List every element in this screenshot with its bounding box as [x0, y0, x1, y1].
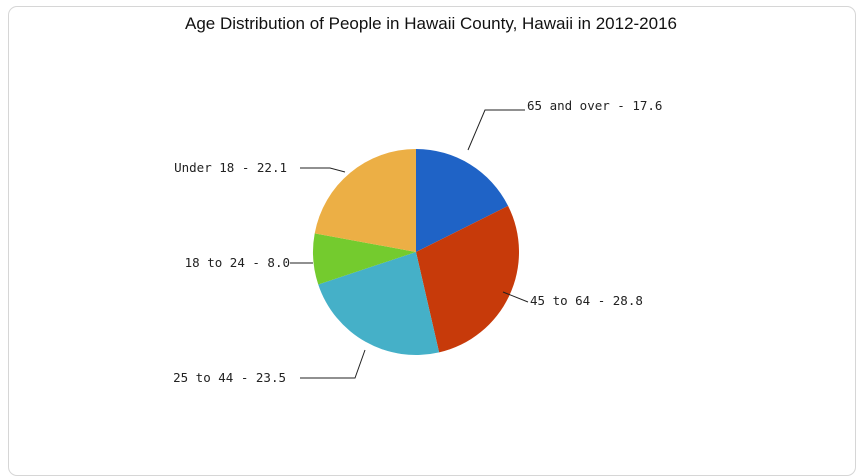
slice-label-18-to-24: 18 to 24 - 8.0	[185, 255, 290, 270]
slice-under-18	[314, 149, 416, 252]
pie-chart: 65 and over - 17.6 45 to 64 - 28.8 25 to 4…	[173, 98, 662, 385]
slice-label-45-to-64: 45 to 64 - 28.8	[530, 293, 643, 308]
leader-line-25-to-44	[300, 349, 366, 379]
leader-lines	[290, 109, 529, 379]
leader-line-45-to-64	[502, 291, 529, 303]
slice-label-25-to-44: 25 to 44 - 23.5	[173, 370, 286, 385]
slice-labels: 65 and over - 17.6 45 to 64 - 28.8 25 to 4…	[173, 98, 662, 385]
slice-65-and-over	[416, 149, 509, 252]
pie-slices	[313, 149, 520, 356]
slice-label-65-and-over: 65 and over - 17.6	[527, 98, 662, 113]
chart-title: Age Distribution of People in Hawaii Cou…	[184, 14, 678, 33]
leader-line-65-and-over	[467, 109, 525, 151]
leader-line-under-18	[300, 167, 346, 173]
slice-label-under-18: Under 18 - 22.1	[174, 160, 287, 175]
slice-45-to-64	[416, 205, 520, 353]
slice-25-to-44	[318, 252, 440, 356]
slice-18-to-24	[313, 233, 416, 285]
